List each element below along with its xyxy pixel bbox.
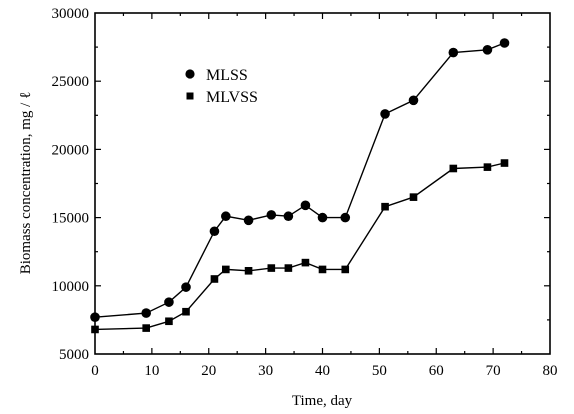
x-tick-label: 50 [372,363,387,379]
x-axis-title: Time, day [292,393,353,409]
legend-mlss-marker [185,69,195,79]
legend: MLSS MLVSS [185,67,258,106]
point-mlvss [318,265,327,274]
point-mlvss [284,264,293,272]
point-mlvss [91,325,99,334]
point-mlss [482,45,493,55]
point-mlvss [341,265,350,274]
y-axis-title: Biomass concentration, mg / ℓ [18,92,34,275]
x-tick-label: 60 [429,363,444,379]
point-mlss [90,312,100,322]
point-mlss [209,226,220,237]
point-mlss [317,212,328,223]
point-mlss [266,210,277,220]
point-mlss [243,215,254,226]
y-tick-label: 20000 [52,142,90,158]
x-tick-label: 10 [144,363,159,379]
x-tick-label: 70 [486,363,501,379]
point-mlvss [409,193,418,201]
point-mlss [300,200,311,211]
point-mlvss [381,202,389,211]
legend-mlss-label: MLSS [206,67,248,84]
point-mlvss [165,317,173,326]
point-mlss [283,211,294,222]
legend-mlvss-label: MLVSS [206,89,258,106]
series-line-mlvss [94,162,505,331]
point-mlvss [267,264,276,272]
point-mlss [380,109,390,119]
y-tick-labels: 5000 10000 15000 20000 25000 30000 [52,6,90,363]
x-tick-label: 0 [91,363,99,379]
point-mlvss [182,307,190,316]
plot-frame [94,12,551,355]
point-mlss [141,308,151,318]
x-tick-label: 30 [258,363,273,379]
x-tick-labels: 0 10 20 30 40 50 60 70 80 [91,363,557,379]
y-tick-label: 15000 [52,211,90,227]
point-mlss [499,38,510,48]
point-mlvss [500,159,509,167]
axis-ticks [95,13,550,354]
series-lines [94,42,505,331]
point-mlvss [244,266,253,275]
y-tick-label: 10000 [52,279,90,295]
point-mlvss [449,164,458,173]
legend-mlvss-marker [186,92,194,100]
data-markers [90,38,510,334]
point-mlss [448,47,459,58]
point-mlvss [301,258,310,267]
point-mlss [221,211,231,222]
x-tick-label: 40 [315,363,330,379]
point-mlss [340,212,351,223]
point-mlss [181,282,191,292]
point-mlvss [483,163,492,171]
y-tick-label: 25000 [52,74,90,90]
y-tick-label: 5000 [59,347,89,363]
point-mlvss [142,324,150,332]
x-tick-label: 80 [543,363,558,379]
x-tick-label: 20 [201,363,216,379]
point-mlss [408,95,419,106]
point-mlvss [210,275,219,283]
point-mlvss [222,265,230,274]
y-tick-label: 30000 [52,6,90,22]
point-mlss [164,297,174,307]
series-line-mlss [94,42,505,318]
